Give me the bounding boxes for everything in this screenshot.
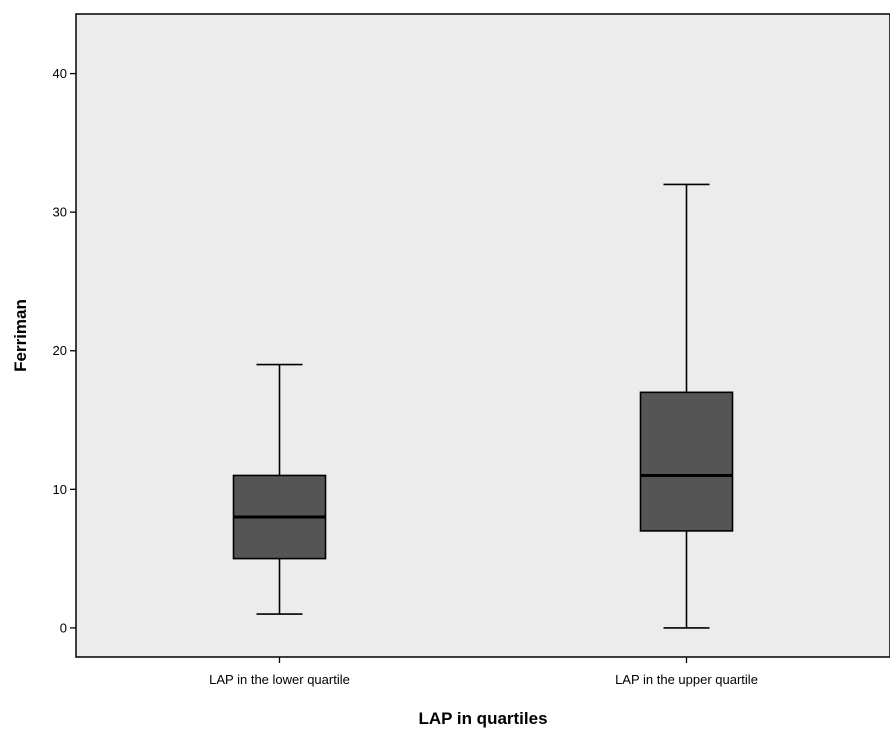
box-1 <box>232 363 327 615</box>
x-axis-title: LAP in quartiles <box>418 709 547 728</box>
y-axis-title: Ferriman <box>11 299 30 372</box>
plot-area <box>75 13 890 658</box>
y-tick-label: 30 <box>53 205 67 220</box>
boxes <box>232 183 734 629</box>
x-category-label: LAP in the lower quartile <box>209 672 350 687</box>
y-tick-label: 0 <box>60 620 67 635</box>
y-tick-label: 10 <box>53 482 67 497</box>
y-tick-label: 20 <box>53 343 67 358</box>
y-tick-label: 40 <box>53 66 67 81</box>
box-2 <box>639 183 734 629</box>
iqr-box <box>639 391 734 532</box>
x-axis: LAP in the lower quartile LAP in the uppe… <box>209 657 758 687</box>
y-axis: 0 10 20 30 40 <box>53 66 76 635</box>
x-category-label: LAP in the upper quartile <box>615 672 758 687</box>
